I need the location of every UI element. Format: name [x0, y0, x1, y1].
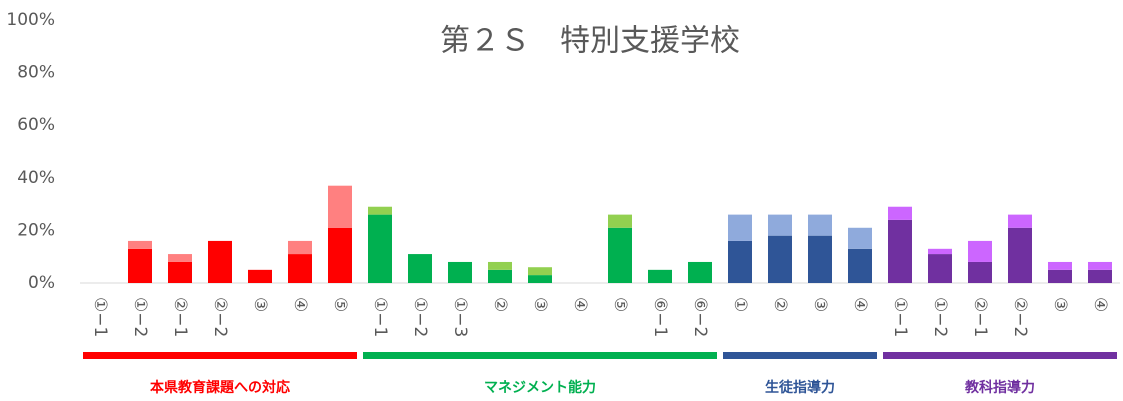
bar-segment	[688, 261, 712, 283]
x-tick-label: ①−2	[930, 297, 950, 337]
bar-segment	[608, 214, 632, 228]
bar-segment	[768, 214, 792, 236]
bar-segment	[328, 185, 352, 228]
y-tick-label: 80%	[17, 63, 55, 83]
bar-segment	[128, 248, 152, 283]
y-tick-label: 20%	[17, 220, 55, 240]
bar-segment	[368, 206, 392, 215]
bar-segment	[368, 214, 392, 283]
bar-segment	[128, 240, 152, 249]
bar-segment	[968, 240, 992, 262]
group-label: 教科指導力	[965, 379, 1035, 396]
chart-title: 第２Ｓ 特別支援学校	[440, 24, 740, 59]
bar-segment	[888, 219, 912, 283]
group-label: マネジメント能力	[484, 379, 596, 396]
bar-segment	[1008, 227, 1032, 283]
bar-segment	[328, 227, 352, 283]
bar-segment	[488, 261, 512, 270]
bar-segment	[248, 269, 272, 283]
x-tick-label: ②−2	[210, 297, 230, 337]
x-tick-label: ①	[730, 297, 750, 312]
bar-segment	[1088, 269, 1112, 283]
bar-segment	[848, 227, 872, 249]
bar-segment	[488, 269, 512, 283]
x-tick-label: ②	[490, 297, 510, 312]
x-tick-label: ③	[530, 297, 550, 312]
bar-segment	[288, 254, 312, 283]
bar-segment	[808, 235, 832, 283]
bar-segment	[168, 254, 192, 262]
bar-segment	[1048, 261, 1072, 270]
bar-segment	[288, 240, 312, 255]
bar-segment	[728, 214, 752, 241]
y-tick-label: 60%	[17, 115, 55, 135]
bar-segment	[888, 206, 912, 220]
x-tick-label: ③	[250, 297, 270, 312]
group-bar	[363, 352, 717, 359]
bar-segment	[208, 240, 232, 283]
x-tick-label: ⑥−2	[690, 297, 710, 337]
bar-segment	[768, 235, 792, 283]
x-tick-label: ③	[810, 297, 830, 312]
x-tick-label: ②−1	[970, 297, 990, 337]
bar-segment	[1048, 269, 1072, 283]
x-tick-label: ②−1	[170, 297, 190, 337]
group-bar	[723, 352, 877, 359]
y-tick-label: 0%	[28, 273, 55, 293]
x-tick-label: ④	[850, 297, 870, 312]
y-tick-label: 40%	[17, 168, 55, 188]
x-tick-label: ④	[290, 297, 310, 312]
group-bar	[883, 352, 1117, 359]
bar-segment	[528, 275, 552, 283]
x-tick-label: ④	[1090, 297, 1110, 312]
x-tick-label: ①−3	[450, 297, 470, 337]
bar-segment	[728, 240, 752, 283]
bar-segment	[808, 214, 832, 236]
bar-segment	[448, 261, 472, 283]
x-tick-label: ①−2	[410, 297, 430, 337]
y-tick-label: 100%	[6, 10, 55, 30]
bar-segment	[928, 254, 952, 283]
x-tick-label: ⑤	[610, 297, 630, 312]
bar-segment	[1088, 261, 1112, 270]
group-label: 生徒指導力	[765, 379, 835, 396]
bar-segment	[608, 227, 632, 283]
bar-segment	[648, 269, 672, 283]
x-tick-label: ②−2	[1010, 297, 1030, 337]
bar-segment	[528, 267, 552, 276]
x-tick-label: ④	[570, 297, 590, 312]
x-tick-label: ③	[1050, 297, 1070, 312]
x-tick-label: ①−2	[130, 297, 150, 337]
x-tick-label: ②	[770, 297, 790, 312]
bar-segment	[928, 248, 952, 255]
bar-segment	[1008, 214, 1032, 228]
x-tick-label: ⑥−1	[650, 297, 670, 337]
x-tick-label: ①−1	[370, 297, 390, 337]
group-label: 本県教育課題への対応	[150, 379, 290, 396]
x-tick-label: ①−1	[890, 297, 910, 337]
x-tick-label: ①−1	[90, 297, 110, 337]
group-bar	[83, 352, 357, 359]
bar-segment	[848, 248, 872, 283]
bar-segment	[408, 254, 432, 283]
bar-segment	[168, 261, 192, 283]
x-tick-label: ⑤	[330, 297, 350, 312]
bar-segment	[968, 261, 992, 283]
